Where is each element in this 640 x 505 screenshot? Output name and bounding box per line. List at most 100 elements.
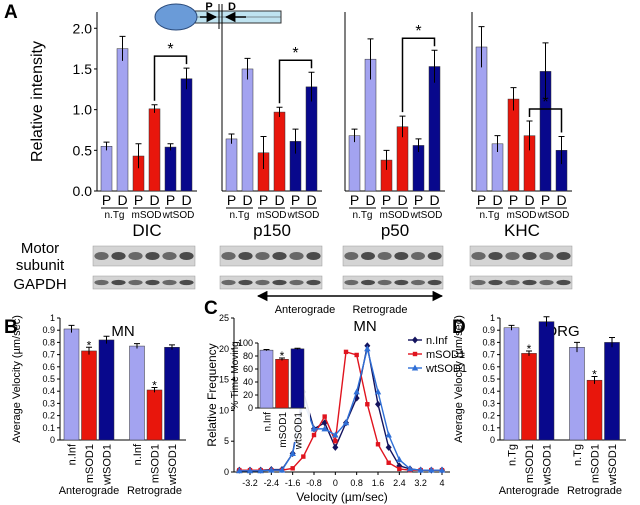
y-tick-label: 0.1 [42,423,55,433]
blot-band [539,279,554,286]
x-tick-label: mSOD1 [278,412,289,448]
y-axis-label: % Time Moving [230,341,241,409]
bar [164,146,177,192]
blot-band [162,252,177,260]
group-label: wtSOD [410,210,443,221]
x-tick-label: -1.6 [285,478,301,488]
blot-band [238,279,253,286]
y-tick-label: 1 [50,313,55,323]
error-bar [169,344,175,350]
error-bar [399,115,406,138]
y-tick-label: 0.4 [482,386,495,396]
blot-band [539,252,554,260]
x-tick-label: wtSOD1 [102,444,114,486]
significance-label: * [592,368,597,382]
x-tick-label: P [541,192,550,208]
x-tick-label: P [382,192,391,208]
blot-band [344,279,359,286]
blot-band [471,279,486,286]
y-tick-label: 40 [243,377,253,387]
x-tick-label: P [509,192,518,208]
group-label: wtSOD [287,210,320,221]
error-bar [383,149,390,170]
blot-band [94,279,109,286]
bar [116,48,129,192]
significance-bracket [528,108,563,133]
x-tick-label: mSOD1 [84,444,96,483]
y-tick-label: 0.9 [42,325,55,335]
y-tick-label: 0.2 [42,411,55,421]
legend-label: n.Inf [426,335,448,347]
blot-band [128,252,143,260]
group-label: n.Tg [229,210,249,221]
bar [81,350,97,441]
bar [412,145,425,192]
x-tick-label: 2.4 [393,478,406,488]
blot-band [111,279,126,286]
point [375,400,381,408]
blot-band [411,279,425,286]
error-bar [510,87,517,111]
point [332,443,339,451]
x-tick-label: P [134,192,143,208]
x-tick-label: mSOD1 [150,444,162,483]
bar [503,327,520,441]
blot-band [111,252,126,260]
significance-label: * [152,379,157,393]
error-bar [351,128,358,143]
group-label: n.Tg [352,210,372,221]
blot [92,275,196,290]
bar [290,348,305,409]
point [385,431,392,438]
blot [219,275,323,290]
bar [129,345,145,441]
point [353,388,360,395]
error-bar [494,135,501,152]
x-tick-label: D [242,192,252,208]
error-bar [135,143,142,169]
y-tick-label: 0.8 [482,337,495,347]
blot-band [306,252,321,260]
point [342,419,350,426]
group-label: mSOD [132,210,162,221]
group-label: Anterograde [499,485,560,497]
blot-band [522,252,537,260]
blot-band [394,279,409,286]
y-tick-label: 0.9 [482,325,495,335]
error-bar [244,57,251,80]
bar [569,347,585,441]
y-tick-label: 1.0 [73,102,93,118]
y-axis-label: Relative Frequency [205,343,219,446]
x-tick-label: D [365,192,375,208]
x-tick-label: P [350,192,359,208]
x-tick-label: D [429,192,439,208]
x-tick-label: D [556,192,566,208]
significance-bracket [278,59,313,104]
bar [63,328,80,441]
blot-row-label: Motor subunit [15,240,65,274]
y-tick-label: 0.0 [73,183,93,199]
blot-band [556,279,571,286]
group-label: mSOD [507,210,537,221]
bar [259,349,274,409]
y-tick-label: 0 [50,435,55,445]
significance-label: * [542,94,548,111]
error-bar [526,120,533,151]
point [412,336,418,344]
y-tick-label: 0 [248,403,253,413]
significance-label: * [415,23,421,40]
x-tick-label: P [227,192,236,208]
bar [538,321,555,441]
x-tick-label: P [477,192,486,208]
blot-band [505,279,520,286]
panel-label: D [452,317,466,338]
y-tick-label: 1.5 [73,61,93,77]
group-label: Anterograde [59,485,120,497]
x-tick-label: n.Tg [572,444,584,466]
point [278,466,286,473]
y-tick-label: 1 [490,313,495,323]
y-axis-label: Average Velocity (µm/sec) [453,315,465,443]
group-label: Retrograde [127,485,182,497]
group-label: wtSOD [537,210,570,221]
point [289,450,296,457]
